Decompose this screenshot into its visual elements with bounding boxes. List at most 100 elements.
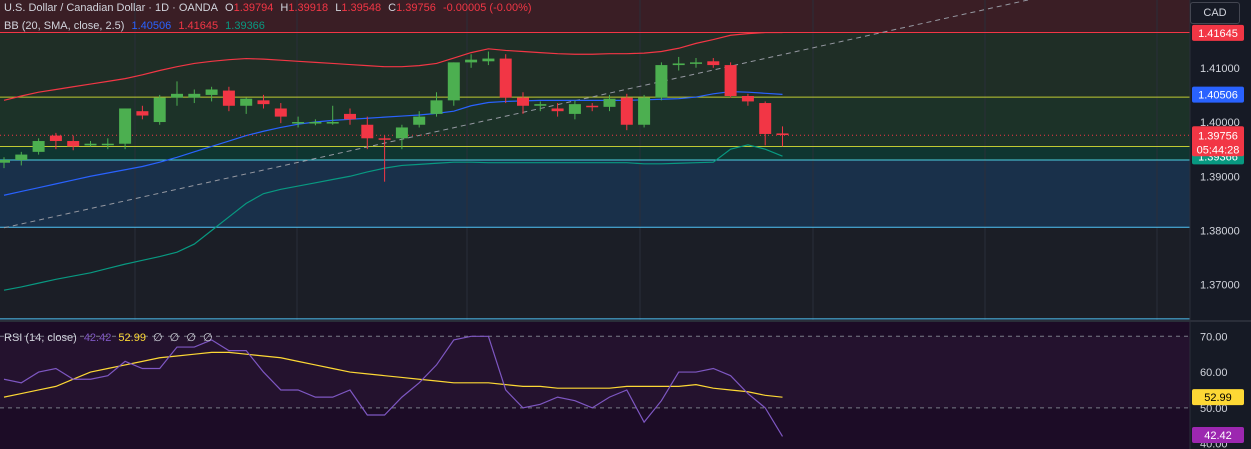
zone-band xyxy=(0,0,1190,33)
candle[interactable] xyxy=(499,58,512,98)
low-label: L xyxy=(335,2,342,14)
rsi-axis-tick: 70.00 xyxy=(1200,331,1228,343)
rsi-empty-4: ∅ xyxy=(202,332,213,344)
candle[interactable] xyxy=(620,97,633,125)
zone-band xyxy=(0,227,1190,319)
bb-lower-line xyxy=(3,144,783,291)
candle[interactable] xyxy=(67,141,80,147)
rsi-line xyxy=(3,335,784,437)
candle[interactable] xyxy=(361,124,374,139)
bb-label: BB (20, SMA, close, 2.5) xyxy=(4,20,125,32)
zone-band xyxy=(0,97,1190,147)
candle[interactable] xyxy=(309,122,322,124)
change-value: -0.00005 (-0.00%) xyxy=(442,2,532,14)
price-axis-tick: 1.38000 xyxy=(1200,226,1240,238)
candle[interactable] xyxy=(240,98,253,106)
price-label-bg xyxy=(1192,24,1244,41)
candle[interactable] xyxy=(171,93,183,98)
last-price-tag-bg xyxy=(1192,126,1244,157)
rsi-value: 42.42 xyxy=(83,332,112,344)
candle[interactable] xyxy=(378,138,391,140)
price-axis-tick: 1.40000 xyxy=(1200,117,1240,129)
last-price-label: 1.39756 xyxy=(1198,130,1238,142)
candle[interactable] xyxy=(101,143,114,146)
candle[interactable] xyxy=(188,93,201,98)
candle[interactable] xyxy=(395,127,408,139)
candle[interactable] xyxy=(482,58,495,62)
candle[interactable] xyxy=(447,62,460,101)
candle[interactable] xyxy=(153,97,166,123)
candle[interactable] xyxy=(638,97,651,125)
rsi-band-fill xyxy=(0,336,1190,408)
candle[interactable] xyxy=(344,113,356,120)
candle[interactable] xyxy=(136,111,149,116)
bb-basis-value: 1.40506 xyxy=(131,20,172,32)
candle[interactable] xyxy=(15,154,28,160)
candle[interactable] xyxy=(707,61,720,66)
rsi-ma-value: 52.99 xyxy=(118,332,146,344)
countdown-label: 05:44:28 xyxy=(1197,144,1240,156)
low-value: 1.39548 xyxy=(341,2,382,14)
bb-legend[interactable]: BB (20, SMA, close, 2.5) 1.40506 1.41645… xyxy=(4,20,269,32)
candle[interactable] xyxy=(119,108,132,144)
candle[interactable] xyxy=(257,100,270,105)
candle[interactable] xyxy=(274,108,287,117)
close-value: 1.39756 xyxy=(396,2,436,14)
candle[interactable] xyxy=(430,100,443,114)
rsi-axis-tick: 40.00 xyxy=(1200,439,1228,449)
symbol-title: U.S. Dollar / Canadian Dollar · 1D · OAN… xyxy=(4,2,218,14)
open-label: O xyxy=(225,2,234,14)
candle[interactable] xyxy=(222,90,235,106)
candle[interactable] xyxy=(655,65,668,98)
candle[interactable] xyxy=(551,108,564,112)
candle[interactable] xyxy=(205,89,218,95)
price-label: 1.40506 xyxy=(1198,90,1238,102)
rsi-value-tag-bg xyxy=(1192,389,1244,406)
candle[interactable] xyxy=(32,141,45,152)
candle[interactable] xyxy=(49,135,62,142)
candle[interactable] xyxy=(586,105,599,108)
candle[interactable] xyxy=(568,104,581,114)
price-axis-tick: 1.39000 xyxy=(1200,171,1240,183)
symbol-header: U.S. Dollar / Canadian Dollar · 1D · OAN… xyxy=(4,2,536,14)
candle[interactable] xyxy=(0,160,10,163)
candle[interactable] xyxy=(84,143,97,146)
open-value: 1.39794 xyxy=(233,2,274,14)
candle[interactable] xyxy=(326,122,339,124)
candle[interactable] xyxy=(690,62,702,64)
candle[interactable] xyxy=(534,104,547,106)
price-label-bg xyxy=(1192,86,1244,103)
bb-upper-value: 1.41645 xyxy=(178,20,219,32)
currency-button[interactable]: CAD xyxy=(1190,2,1240,24)
candle[interactable] xyxy=(672,63,685,66)
rsi-empty-2: ∅ xyxy=(169,332,180,344)
high-value: 1.39918 xyxy=(288,2,329,14)
candle[interactable] xyxy=(603,98,616,107)
rsi-value-label: 52.99 xyxy=(1204,392,1232,404)
bb-upper-line xyxy=(3,31,783,101)
candle[interactable] xyxy=(465,59,478,63)
close-label: C xyxy=(388,2,397,14)
candle[interactable] xyxy=(741,96,754,102)
pane-divider[interactable] xyxy=(0,320,1251,322)
bb-basis-line xyxy=(3,91,783,196)
candle[interactable] xyxy=(517,97,529,106)
price-label: 1.41645 xyxy=(1198,28,1238,40)
zone-band xyxy=(0,146,1190,160)
candle[interactable] xyxy=(413,116,426,125)
zone-band xyxy=(0,160,1190,228)
candle[interactable] xyxy=(776,133,789,136)
rsi-legend[interactable]: RSI (14, close) 42.42 52.99 ∅ ∅ ∅ ∅ xyxy=(4,331,217,344)
price-axis-tick: 1.41000 xyxy=(1200,63,1240,75)
rsi-ma-line xyxy=(3,351,783,398)
rsi-value-label: 42.42 xyxy=(1204,430,1232,442)
candle[interactable] xyxy=(292,122,305,124)
candle[interactable] xyxy=(724,65,737,96)
zone-band xyxy=(0,32,1190,98)
high-label: H xyxy=(280,2,289,14)
candle[interactable] xyxy=(759,103,772,134)
bb-lower-value: 1.39366 xyxy=(225,20,265,32)
rsi-empty-1: ∅ xyxy=(153,332,163,344)
